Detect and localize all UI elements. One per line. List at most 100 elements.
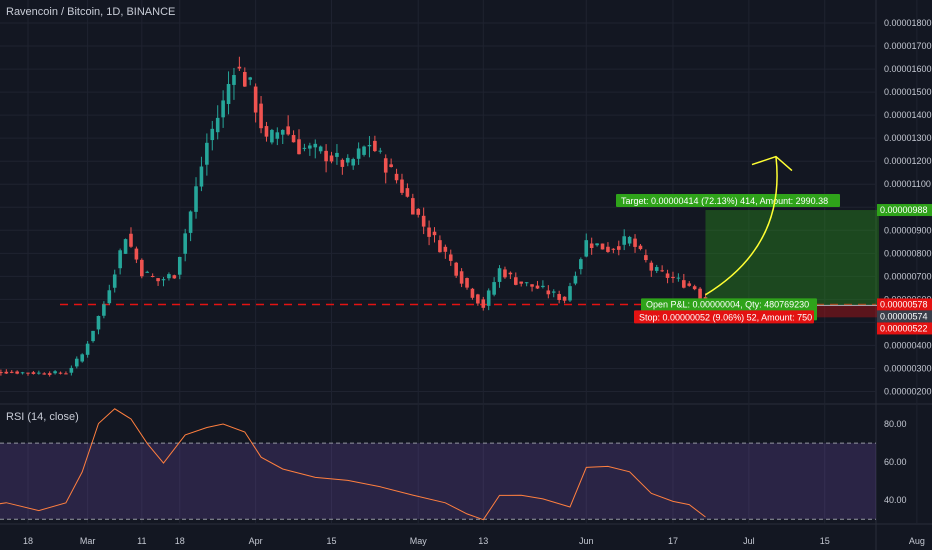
candle-body <box>215 117 220 133</box>
candle-body <box>389 164 393 167</box>
candle-body <box>74 358 79 367</box>
target-label: Target: 0.00000414 (72.13%) 414, Amount:… <box>621 196 828 206</box>
candle-body <box>465 278 469 288</box>
candle-body <box>96 315 101 330</box>
stop-label: Stop: 0.00000052 (9.06%) 52, Amount: 750 <box>639 312 812 322</box>
candle-body <box>514 277 518 285</box>
time-tick-label: 15 <box>327 536 337 546</box>
candle-body <box>519 281 524 284</box>
candle-body <box>167 274 171 279</box>
arrow-head <box>751 155 793 172</box>
candle-body <box>622 236 626 245</box>
target-label-bg <box>616 194 840 208</box>
candle-body <box>313 143 318 148</box>
candle-body <box>20 372 25 374</box>
candle-body <box>264 126 269 137</box>
price-badge-bg <box>877 204 932 217</box>
candle-body <box>589 243 594 249</box>
candle-body <box>362 146 366 155</box>
candle-body <box>492 282 496 295</box>
candle-body <box>535 285 540 289</box>
time-tick-label: 18 <box>23 536 33 546</box>
candle-body <box>400 179 404 193</box>
candle-body <box>573 275 578 284</box>
candle-body <box>221 100 225 118</box>
price-badge-label: 0.00000574 <box>880 311 928 321</box>
candle-body <box>459 271 464 284</box>
candle-body <box>411 198 415 215</box>
candle-body <box>145 271 150 273</box>
candle-body <box>188 211 193 233</box>
candle-body <box>172 275 177 279</box>
candle-body <box>210 128 215 141</box>
candle-body <box>232 75 236 85</box>
price-tick-label: 0.00001400 <box>884 110 932 120</box>
candlestick-series <box>0 56 708 377</box>
long-position-tool[interactable]: Target: 0.00000414 (72.13%) 414, Amount:… <box>616 155 879 324</box>
candle-body <box>627 236 632 244</box>
price-badges: 0.00000988 0.00000578 0.00000574 0.00000522 <box>877 204 932 335</box>
candle-body <box>302 147 307 149</box>
candle-body <box>226 84 231 104</box>
candle-body <box>237 66 242 69</box>
time-tick-label: 13 <box>478 536 488 546</box>
candle-body <box>687 283 692 286</box>
price-tick-label: 0.00000800 <box>884 248 932 258</box>
candle-body <box>481 299 486 308</box>
candle-body <box>161 279 166 281</box>
pnl-label: Open P&L: 0.00000004, Qty: 480769230 <box>646 299 809 309</box>
candle-body <box>443 246 448 252</box>
candle-body <box>383 158 388 173</box>
time-tick-label: May <box>410 536 428 546</box>
candle-body <box>676 277 681 279</box>
rsi-series <box>0 408 706 521</box>
candle-body <box>134 248 139 260</box>
candle-body <box>85 343 90 355</box>
candle-body <box>308 145 312 149</box>
price-badge-bg <box>877 310 932 323</box>
candle-body <box>373 140 377 152</box>
candle-body <box>486 290 491 306</box>
candle-body <box>654 267 659 271</box>
rsi-tick-label: 40.00 <box>884 495 907 505</box>
time-tick-label: Aug <box>909 536 925 546</box>
candle-body <box>616 246 621 250</box>
candle-body <box>649 262 654 271</box>
candle-body <box>644 255 648 261</box>
stop-label-bg <box>634 310 814 324</box>
price-tick-label: 0.00001100 <box>884 179 931 189</box>
candle-body <box>557 294 561 300</box>
candle-body <box>448 254 453 261</box>
candle-body <box>530 284 534 287</box>
candle-body <box>318 146 323 152</box>
candle-body <box>199 166 204 187</box>
time-tick-label: 15 <box>820 536 830 546</box>
candle-body <box>31 372 36 374</box>
candle-body <box>64 373 68 375</box>
candle-body <box>156 278 160 282</box>
candle-body <box>26 372 30 374</box>
candle-body <box>140 259 144 277</box>
candle-body <box>280 129 285 135</box>
candle-body <box>253 86 258 113</box>
candle-body <box>405 188 410 197</box>
candle-body <box>551 291 556 293</box>
candle-body <box>205 142 209 165</box>
candle-body <box>129 233 133 247</box>
candle-body <box>53 371 57 374</box>
candle-body <box>183 233 187 254</box>
rsi-tick-label: 80.00 <box>884 419 907 429</box>
rsi-line <box>0 408 706 521</box>
price-tick-label: 0.00001300 <box>884 133 932 143</box>
candle-body <box>37 372 41 374</box>
candle-body <box>524 282 529 284</box>
candle-body <box>91 330 95 342</box>
price-tick-label: 0.00000700 <box>884 271 932 281</box>
candle-body <box>378 150 383 152</box>
price-badge-label: 0.00000988 <box>880 205 928 215</box>
time-tick-label: 17 <box>668 536 678 546</box>
candle-body <box>579 259 583 270</box>
candle-body <box>432 231 437 236</box>
candle-body <box>15 371 19 374</box>
